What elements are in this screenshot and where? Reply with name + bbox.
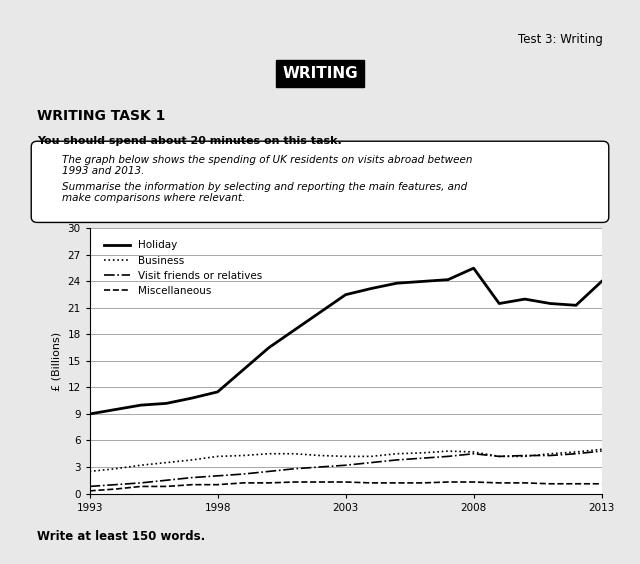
Visit friends or relatives (444, 453, 452, 460)
FancyBboxPatch shape (31, 141, 609, 222)
Business (342, 453, 349, 460)
Text: Summarise the information by selecting and reporting the main features, and
make: Summarise the information by selecting a… (62, 182, 467, 204)
Holiday (393, 280, 401, 287)
Business (111, 465, 119, 472)
Text: You should spend about 20 minutes on this task.: You should spend about 20 minutes on thi… (37, 136, 342, 146)
Miscellaneous (137, 483, 145, 490)
Text: Write at least 150 words.: Write at least 150 words. (37, 530, 205, 543)
Line: Holiday: Holiday (90, 268, 602, 414)
Miscellaneous (265, 479, 273, 486)
Holiday (265, 344, 273, 351)
Holiday (342, 292, 349, 298)
Miscellaneous (444, 479, 452, 486)
Miscellaneous (495, 479, 503, 486)
Visit friends or relatives (137, 479, 145, 486)
Text: WRITING TASK 1: WRITING TASK 1 (37, 109, 166, 123)
Business (137, 462, 145, 469)
Business (214, 453, 221, 460)
Holiday (419, 278, 426, 285)
Business (163, 459, 170, 466)
Visit friends or relatives (495, 453, 503, 460)
Holiday (291, 327, 298, 333)
Visit friends or relatives (547, 452, 554, 459)
Visit friends or relatives (393, 456, 401, 463)
Miscellaneous (393, 479, 401, 486)
Visit friends or relatives (214, 473, 221, 479)
Business (393, 450, 401, 457)
Miscellaneous (163, 483, 170, 490)
Holiday (188, 395, 196, 402)
Business (265, 450, 273, 457)
Holiday (495, 300, 503, 307)
Miscellaneous (367, 479, 375, 486)
Miscellaneous (572, 481, 580, 487)
Holiday (86, 411, 93, 417)
Visit friends or relatives (316, 464, 324, 470)
Miscellaneous (86, 487, 93, 494)
Holiday (572, 302, 580, 309)
Business (239, 452, 247, 459)
Visit friends or relatives (239, 471, 247, 478)
Legend: Holiday, Business, Visit friends or relatives, Miscellaneous: Holiday, Business, Visit friends or rela… (100, 236, 267, 300)
Holiday (316, 309, 324, 316)
Holiday (239, 367, 247, 373)
Holiday (444, 276, 452, 283)
Visit friends or relatives (265, 468, 273, 475)
Visit friends or relatives (419, 455, 426, 461)
Holiday (111, 406, 119, 413)
Visit friends or relatives (572, 450, 580, 457)
Business (419, 450, 426, 456)
Visit friends or relatives (367, 459, 375, 466)
Miscellaneous (547, 481, 554, 487)
Line: Business: Business (90, 450, 602, 472)
Miscellaneous (598, 481, 605, 487)
Line: Visit friends or relatives: Visit friends or relatives (90, 451, 602, 486)
Miscellaneous (214, 481, 221, 488)
Miscellaneous (342, 479, 349, 486)
Holiday (598, 278, 605, 285)
Text: Test 3: Writing: Test 3: Writing (518, 33, 603, 46)
Business (572, 448, 580, 455)
Text: WRITING: WRITING (282, 66, 358, 81)
Visit friends or relatives (163, 477, 170, 484)
Business (291, 450, 298, 457)
Business (367, 453, 375, 460)
Holiday (470, 265, 477, 272)
Business (495, 453, 503, 460)
Holiday (137, 402, 145, 408)
Holiday (163, 400, 170, 407)
Business (521, 453, 529, 460)
Holiday (547, 300, 554, 307)
Miscellaneous (291, 479, 298, 486)
Business (470, 448, 477, 455)
Visit friends or relatives (188, 474, 196, 481)
Business (547, 450, 554, 457)
Holiday (367, 285, 375, 292)
Y-axis label: £ (Billions): £ (Billions) (52, 332, 62, 390)
Visit friends or relatives (291, 465, 298, 472)
Visit friends or relatives (470, 450, 477, 457)
Business (598, 446, 605, 453)
Miscellaneous (470, 479, 477, 486)
Visit friends or relatives (521, 452, 529, 459)
Miscellaneous (521, 479, 529, 486)
Text: The graph below shows the spending of UK residents on visits abroad between
1993: The graph below shows the spending of UK… (62, 155, 472, 177)
Miscellaneous (111, 486, 119, 492)
Line: Miscellaneous: Miscellaneous (90, 482, 602, 491)
Visit friends or relatives (111, 481, 119, 488)
Visit friends or relatives (342, 462, 349, 469)
Visit friends or relatives (598, 448, 605, 455)
Miscellaneous (188, 481, 196, 488)
Holiday (521, 296, 529, 302)
Business (444, 448, 452, 455)
Business (316, 452, 324, 459)
Visit friends or relatives (86, 483, 93, 490)
Miscellaneous (419, 479, 426, 486)
Miscellaneous (239, 479, 247, 486)
Business (86, 468, 93, 475)
Holiday (214, 389, 221, 395)
Miscellaneous (316, 479, 324, 486)
Business (188, 456, 196, 463)
